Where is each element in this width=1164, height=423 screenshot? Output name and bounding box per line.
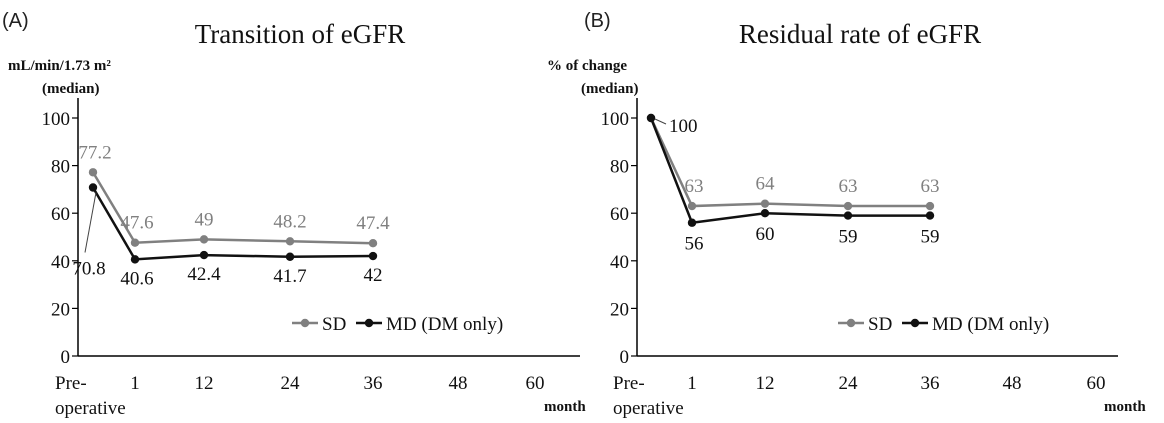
y-tick-label: 100	[42, 109, 71, 130]
data-point-md	[368, 251, 378, 261]
legend: SD MD (DM only)	[292, 314, 503, 335]
legend-marker-md	[364, 318, 374, 328]
x-tick-label: 24	[281, 373, 301, 394]
y-tick-label: 40	[610, 252, 629, 273]
y-tick-label: 40	[51, 252, 70, 273]
data-point-sd	[687, 201, 697, 211]
data-label-sd: 47.4	[356, 213, 390, 234]
x-tick-label: 48	[1003, 373, 1022, 394]
y-tick-label: 20	[610, 299, 629, 320]
legend-label-sd: SD	[322, 314, 346, 335]
data-point-sd	[925, 201, 935, 211]
x-axis-label: month	[1104, 399, 1146, 415]
label-leader-line	[654, 118, 667, 125]
y-axis-label: (median)	[581, 81, 639, 97]
x-tick-label: 1	[687, 373, 697, 394]
data-label-sd: 77.2	[78, 142, 111, 163]
data-point-sd	[285, 237, 295, 246]
data-point-sd	[199, 235, 209, 244]
x-axis-label: month	[544, 399, 586, 415]
data-label-md: 100	[669, 116, 698, 137]
x-tick-label: Pre-	[55, 373, 87, 394]
x-tick-label: 60	[1087, 373, 1106, 394]
x-tick-label: 24	[839, 373, 859, 394]
legend: SD MD (DM only)	[838, 314, 1049, 335]
data-label-sd: 63	[921, 176, 940, 197]
data-label-sd: 63	[685, 176, 704, 197]
data-label-md: 42	[364, 265, 383, 286]
data-label-md: 60	[756, 224, 775, 245]
data-label-md: 56	[685, 234, 704, 255]
data-point-sd	[760, 199, 770, 208]
x-tick-label: 12	[195, 373, 214, 394]
y-tick-label: 80	[51, 157, 70, 178]
legend-marker-sd	[846, 318, 856, 328]
chart-title: Transition of eGFR	[195, 19, 406, 49]
x-tick-label: Pre-	[613, 373, 645, 394]
legend-label-sd: SD	[868, 314, 892, 335]
data-point-sd	[368, 238, 378, 248]
data-label-sd: 64	[756, 174, 776, 195]
y-axis-label: mL/min/1.73 m²	[8, 58, 111, 74]
y-tick-label: 0	[620, 347, 630, 368]
y-axis-label: (median)	[42, 81, 100, 97]
data-point-md	[199, 250, 209, 260]
data-point-md	[687, 218, 697, 227]
label-leader-line	[84, 192, 97, 253]
y-tick-label: 100	[601, 109, 630, 130]
chart-panel-b: (B) Residual rate of eGFR % of change (medi…	[547, 10, 1146, 419]
data-label-sd: 48.2	[273, 211, 306, 232]
chart-title: Residual rate of eGFR	[739, 19, 981, 49]
y-tick-label: 20	[51, 299, 70, 320]
legend-label-md: MD (DM only)	[932, 314, 1049, 335]
data-label-md: 70.8	[72, 258, 105, 279]
data-point-md	[130, 255, 140, 264]
data-point-md	[760, 209, 770, 218]
data-label-md: 59	[921, 227, 940, 248]
x-tick-label: operative	[613, 398, 684, 419]
y-tick-label: 60	[51, 204, 70, 225]
legend-marker-md	[910, 318, 920, 328]
legend-label-md: MD (DM only)	[386, 314, 503, 335]
data-point-md	[285, 252, 295, 261]
data-point-sd	[88, 168, 98, 177]
data-label-md: 42.4	[187, 264, 221, 285]
data-point-md	[88, 183, 98, 192]
data-point-md	[646, 113, 656, 123]
y-tick-label: 80	[610, 157, 629, 178]
data-point-sd	[130, 238, 140, 247]
data-label-md: 41.7	[273, 266, 306, 287]
x-tick-label: 36	[921, 373, 940, 394]
data-point-sd	[843, 201, 853, 211]
x-tick-label: 1	[130, 373, 140, 394]
y-tick-label: 60	[610, 204, 629, 225]
x-tick-label: 60	[526, 373, 545, 394]
chart-panel-a: (A) Transition of eGFR mL/min/1.73 m² (medi…	[2, 10, 586, 419]
data-label-sd: 49	[195, 209, 214, 230]
panel-letter: (A)	[2, 10, 29, 32]
x-tick-label: operative	[55, 398, 126, 419]
x-tick-label: 12	[756, 373, 775, 394]
data-point-md	[843, 211, 853, 220]
data-point-md	[925, 211, 935, 220]
y-axis-label: % of change	[547, 58, 627, 74]
data-label-md: 40.6	[120, 268, 153, 289]
x-tick-label: 36	[364, 373, 383, 394]
y-tick-label: 0	[61, 347, 71, 368]
legend-marker-sd	[300, 318, 310, 328]
x-tick-label: 48	[449, 373, 468, 394]
data-label-md: 59	[839, 227, 858, 248]
data-label-sd: 47.6	[120, 213, 153, 234]
panel-letter: (B)	[584, 10, 611, 32]
data-label-sd: 63	[839, 176, 858, 197]
